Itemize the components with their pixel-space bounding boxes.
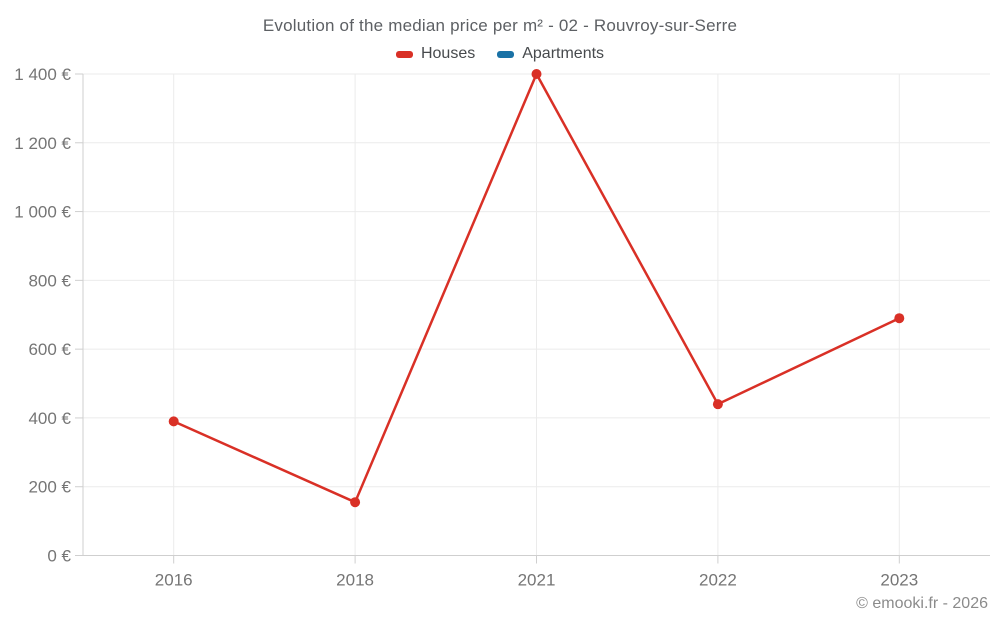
x-tick-label: 2018 [336, 571, 374, 590]
x-tick-label: 2016 [155, 571, 193, 590]
x-tick-label: 2023 [880, 571, 918, 590]
data-point-houses-2016[interactable] [168, 416, 179, 427]
y-tick-label: 0 € [47, 547, 71, 566]
y-tick-label: 1 200 € [14, 134, 71, 153]
y-tick-label: 1 000 € [14, 203, 71, 222]
legend-label-apartments: Apartments [522, 45, 605, 62]
y-tick-label: 1 400 € [14, 65, 71, 84]
x-tick-label: 2022 [699, 571, 737, 590]
y-tick-label: 800 € [28, 271, 71, 290]
y-tick-label: 200 € [28, 478, 71, 497]
houses-series-swatch-icon [395, 50, 413, 58]
data-point-houses-2022[interactable] [712, 399, 723, 410]
apartments-series-swatch-icon [497, 50, 515, 58]
legend: Houses Apartments [0, 45, 1000, 63]
chart-title: Evolution of the median price per m² - 0… [262, 16, 738, 35]
data-point-houses-2018[interactable] [350, 497, 361, 508]
y-tick-label: 600 € [28, 340, 71, 359]
data-point-houses-2023[interactable] [894, 313, 905, 324]
y-tick-label: 400 € [28, 409, 71, 428]
data-point-houses-2021[interactable] [531, 69, 542, 79]
legend-label-houses: Houses [420, 45, 476, 62]
x-tick-label: 2021 [518, 571, 556, 590]
copyright-text: © emooki.fr - 2026 [856, 595, 988, 612]
legend-item-houses[interactable]: Houses [395, 45, 476, 63]
legend-item-apartments[interactable]: Apartments [497, 45, 604, 63]
